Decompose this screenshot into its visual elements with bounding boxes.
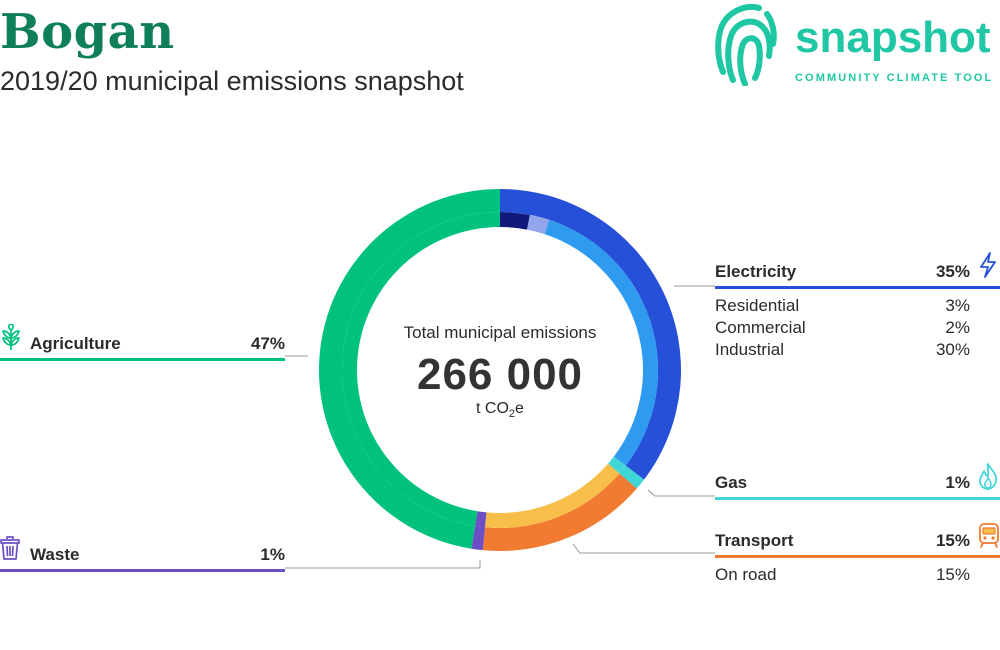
donut-inner-segment-waste bbox=[475, 511, 487, 528]
transport-leader-line bbox=[572, 543, 715, 554]
donut-segment-electricity bbox=[500, 189, 681, 480]
legend-transport-label: Transport bbox=[715, 531, 794, 550]
legend-electricity-header: Electricity 35% bbox=[715, 262, 1000, 289]
legend-row-residential: Residential 3% bbox=[715, 295, 1000, 317]
page-subtitle: 2019/20 municipal emissions snapshot bbox=[0, 66, 464, 96]
legend-waste-label: Waste bbox=[30, 545, 80, 564]
legend-agriculture-header: Agriculture 47% bbox=[0, 334, 285, 361]
unit-subscript: 2 bbox=[508, 408, 516, 421]
lightning-icon bbox=[980, 252, 996, 278]
legend-waste-header: Waste 1% bbox=[0, 545, 285, 572]
legend-gas-pct: 1% bbox=[945, 473, 970, 492]
waste-leader-line bbox=[285, 560, 481, 569]
center-title: Total municipal emissions bbox=[403, 323, 597, 342]
unit-prefix: t CO bbox=[476, 400, 509, 417]
brand-name: snapshot bbox=[795, 13, 991, 62]
legend-waste-pct: 1% bbox=[260, 545, 285, 564]
legend-transport: Transport 15% On road 15% bbox=[715, 531, 1000, 586]
legend-commercial-pct: 2% bbox=[945, 318, 970, 337]
brand-tagline: COMMUNITY CLIMATE TOOL bbox=[795, 72, 994, 84]
gas-leader-line bbox=[647, 489, 715, 497]
legend-residential-pct: 3% bbox=[945, 296, 970, 315]
donut-segment-agriculture bbox=[318, 189, 500, 549]
legend-agriculture: Agriculture 47% bbox=[0, 334, 285, 361]
legend-agriculture-label: Agriculture bbox=[30, 334, 121, 353]
legend-row-industrial: Industrial 30% bbox=[715, 339, 1000, 361]
legend-gas-label: Gas bbox=[715, 473, 748, 492]
bin-icon bbox=[0, 536, 20, 560]
legend-agriculture-pct: 47% bbox=[250, 334, 285, 353]
donut-inner-segment-on-road bbox=[484, 463, 620, 528]
legend-residential-label: Residential bbox=[715, 296, 800, 315]
center-unit: t CO2e bbox=[370, 400, 630, 420]
donut-inner-segment-gas bbox=[608, 456, 626, 474]
legend-electricity: Electricity 35% Residential 3% Commercial… bbox=[715, 262, 1000, 361]
donut-segment-gas bbox=[619, 465, 645, 489]
legend-row-on-road: On road 15% bbox=[715, 564, 1000, 586]
center-total-value: 266 000 bbox=[416, 350, 584, 399]
legend-commercial-label: Commercial bbox=[715, 318, 806, 337]
donut-segment-waste bbox=[471, 526, 485, 551]
legend-gas-header: Gas 1% bbox=[715, 473, 1000, 500]
train-icon bbox=[979, 523, 999, 548]
brand-logo: snapshot COMMUNITY CLIMATE TOOL bbox=[715, 0, 1000, 90]
flame-icon bbox=[979, 463, 997, 490]
legend-electricity-pct: 35% bbox=[935, 262, 970, 281]
fingerprint-icon bbox=[715, 4, 777, 86]
unit-suffix: e bbox=[515, 400, 524, 417]
legend-gas: Gas 1% bbox=[715, 473, 1000, 500]
legend-transport-header: Transport 15% bbox=[715, 531, 1000, 558]
legend-transport-pct: 15% bbox=[935, 531, 970, 550]
legend-on-road-pct: 15% bbox=[935, 565, 970, 584]
donut-inner-segment-residential bbox=[500, 212, 530, 230]
sprout-icon bbox=[2, 324, 20, 350]
legend-electricity-label: Electricity bbox=[715, 262, 797, 281]
legend-waste: Waste 1% bbox=[0, 545, 285, 572]
donut-inner-segment-industrial bbox=[544, 219, 659, 466]
legend-row-commercial: Commercial 2% bbox=[715, 317, 1000, 339]
donut-segment-transport bbox=[482, 473, 637, 551]
page-title: Bogan bbox=[0, 4, 175, 60]
legend-industrial-label: Industrial bbox=[715, 340, 784, 359]
donut-inner-segment-commercial bbox=[527, 214, 550, 235]
legend-on-road-label: On road bbox=[715, 565, 777, 584]
legend-industrial-pct: 30% bbox=[935, 340, 970, 359]
